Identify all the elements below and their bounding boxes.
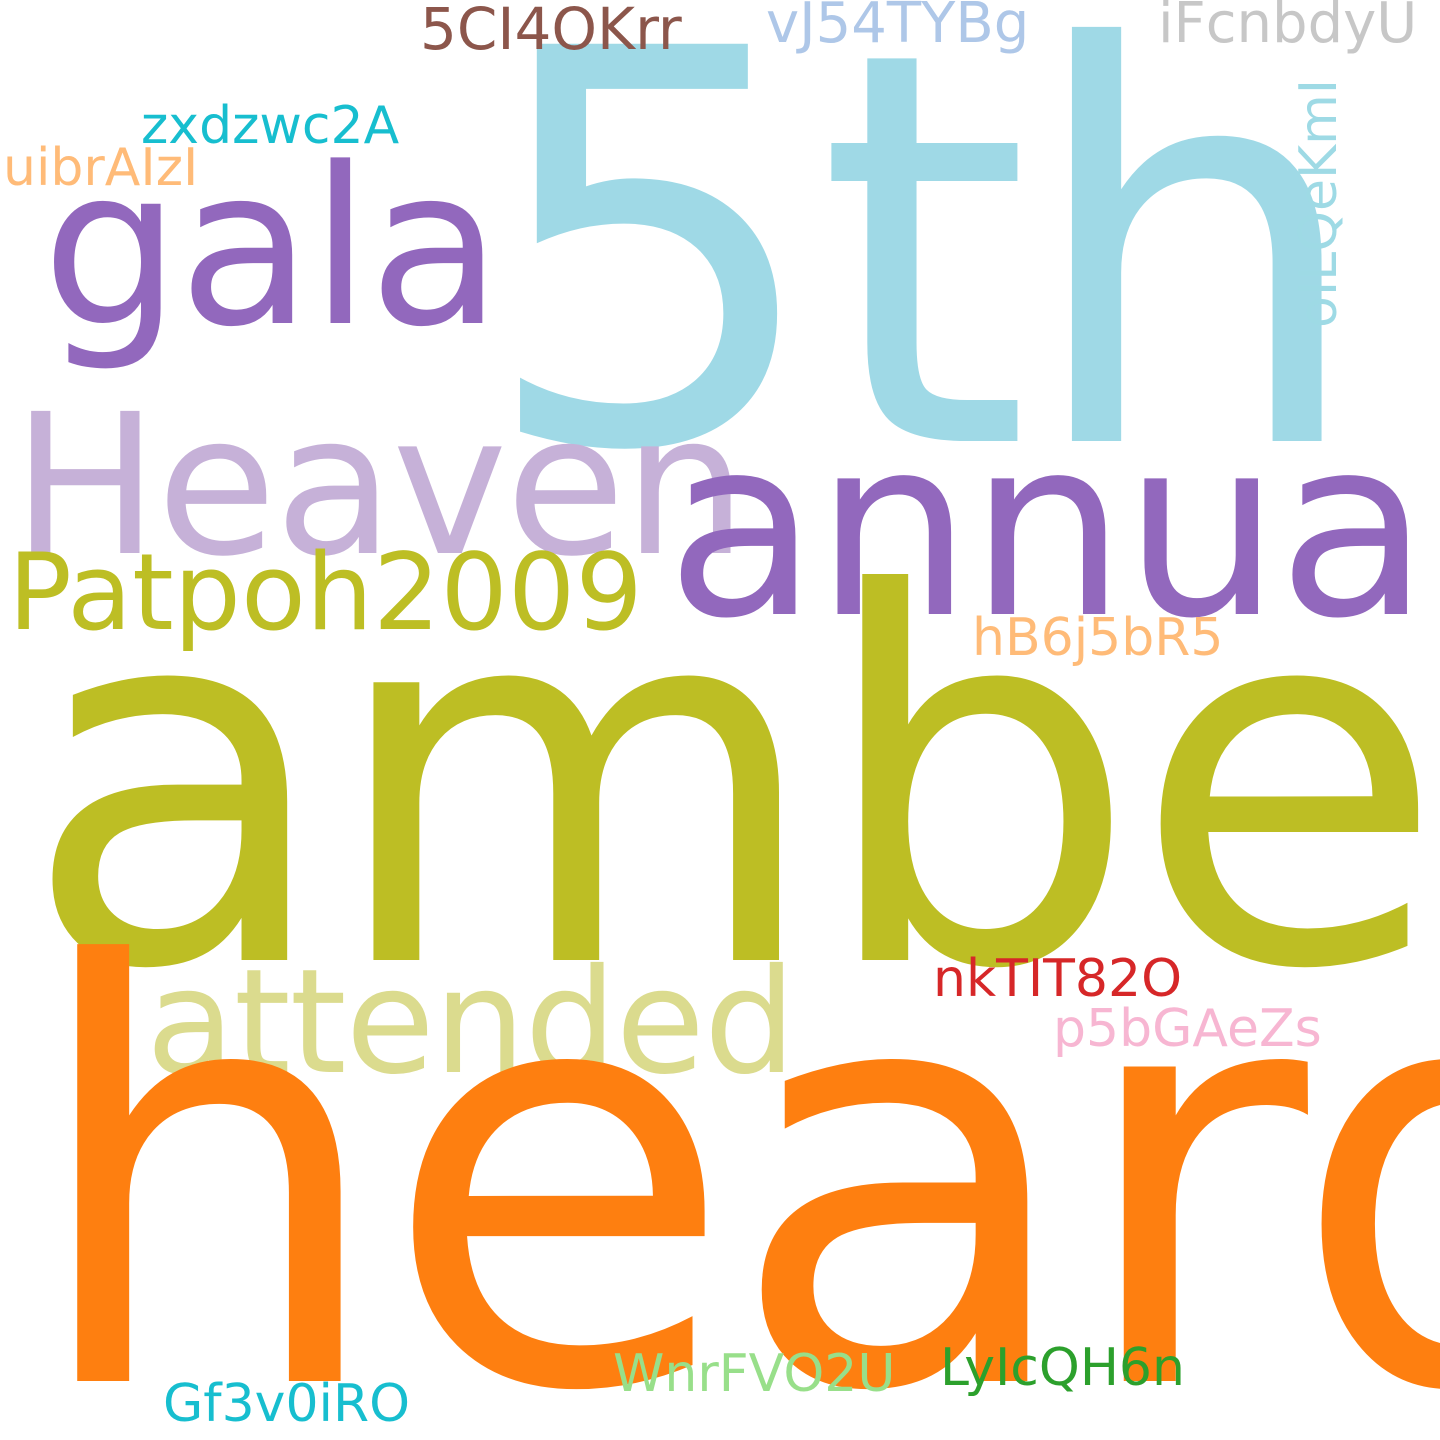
word-attended: attended — [146, 938, 796, 1107]
word-gf3v0iro: Gf3v0iRO — [163, 1374, 411, 1434]
word-lyicqh6n: LyIcQH6n — [940, 1338, 1185, 1398]
word-zxdzwc2a: zxdzwc2A — [141, 96, 400, 156]
word-oilqekmi: oILQeKmI — [1289, 78, 1349, 328]
word-vj54tybg: vJ54TYBg — [766, 0, 1030, 56]
word-wnrfvo2u: WnrFVO2U — [613, 1344, 896, 1404]
word-gala: gala — [42, 122, 502, 375]
word-nktit82o: nkTIT82O — [933, 949, 1183, 1009]
word-p5bgaezs: p5bGAeZs — [1053, 999, 1322, 1059]
word-hb6j5br5: hB6j5bR5 — [972, 608, 1224, 668]
word-amber: amber — [22, 488, 1440, 1080]
word-uibraizi: uibrAIzI — [3, 138, 199, 198]
word-5th: 5th — [478, 0, 1368, 570]
word-patpoh2009: Patpoh2009 — [8, 531, 643, 654]
word-heaven: Heaven — [12, 372, 747, 599]
word-ifcnbdyu: iFcnbdyU — [1158, 0, 1418, 56]
word-heard: heard — [25, 847, 1440, 1440]
word-5ci4okrr: 5CI4OKrr — [420, 0, 682, 63]
word-annual: annual — [666, 385, 1440, 673]
